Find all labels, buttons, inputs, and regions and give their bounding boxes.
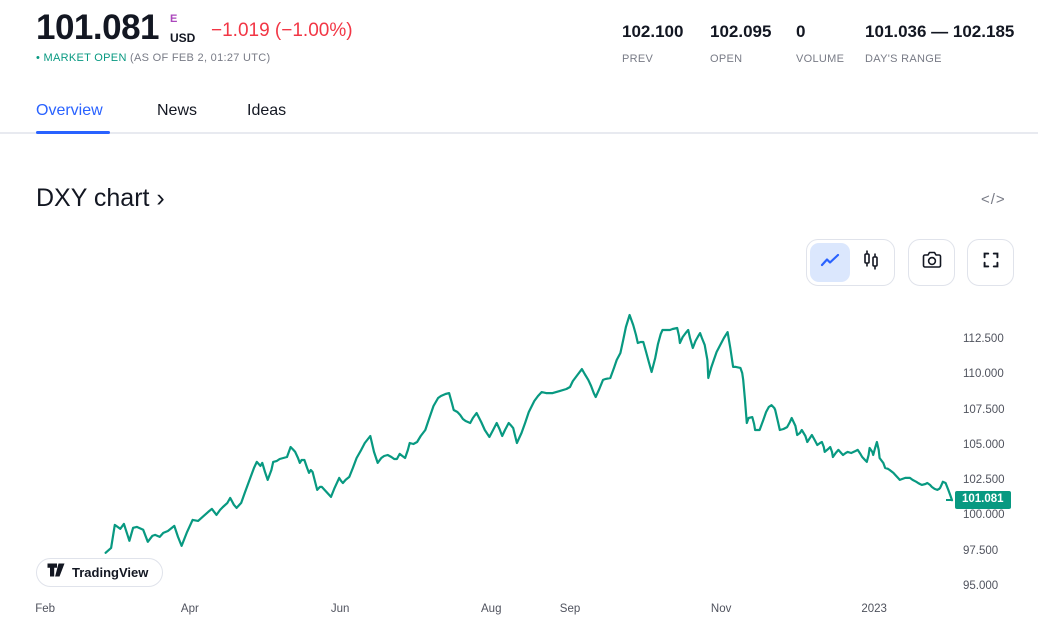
- market-flag-icon: E: [170, 13, 178, 25]
- as-of-timestamp: (AS OF FEB 2, 01:27 UTC): [130, 52, 271, 64]
- y-tick-label: 100.000: [963, 509, 1005, 522]
- x-tick-label: Nov: [710, 603, 732, 615]
- screenshot-button[interactable]: [908, 239, 955, 286]
- stat-volume-label: VOLUME: [796, 53, 845, 65]
- market-open-bullet-icon: •: [36, 52, 41, 64]
- active-tab-underline: [36, 131, 110, 134]
- stat-open: 102.095 OPEN: [710, 22, 771, 65]
- stat-volume: 0 VOLUME: [796, 22, 844, 65]
- x-tick-label: Apr: [180, 603, 199, 615]
- last-price-badge: 101.081: [955, 491, 1011, 510]
- price-change: −1.019 (−1.00%): [211, 20, 353, 41]
- x-tick-label: Jun: [330, 603, 350, 615]
- stat-days-range: 101.036 — 102.185 DAY'S RANGE: [865, 22, 1014, 65]
- line-chart-button[interactable]: [810, 243, 850, 282]
- y-tick-label: 97.500: [963, 544, 999, 557]
- stat-days-range-label: DAY'S RANGE: [865, 53, 942, 65]
- camera-icon: [920, 248, 944, 277]
- stat-prev-value: 102.100: [622, 22, 684, 41]
- tradingview-brand-label: TradingView: [72, 565, 149, 580]
- tradingview-logo-icon: [47, 563, 65, 582]
- y-tick-label: 95.000: [963, 579, 999, 592]
- y-tick-label: 107.500: [963, 403, 1005, 416]
- price-tick-dash: [946, 499, 952, 502]
- price-currency: USD: [170, 31, 196, 45]
- page-title[interactable]: DXY chart ›: [36, 184, 165, 212]
- market-status-row: • MARKET OPEN (AS OF FEB 2, 01:27 UTC): [36, 52, 271, 64]
- tab-ideas[interactable]: Ideas: [247, 102, 287, 119]
- last-price-marker: 101.081: [946, 491, 1011, 510]
- stat-prev-label: PREV: [622, 53, 654, 65]
- tab-overview[interactable]: Overview: [36, 102, 103, 119]
- x-tick-label: 2023: [861, 603, 887, 615]
- symbol-price: 101.081: [36, 8, 160, 47]
- y-tick-label: 110.000: [963, 368, 1004, 381]
- x-tick-label: Aug: [481, 603, 502, 615]
- fullscreen-button[interactable]: [967, 239, 1014, 286]
- tab-bar: Overview News Ideas: [0, 96, 1038, 134]
- tab-news[interactable]: News: [157, 102, 198, 119]
- stat-prev: 102.100 PREV: [622, 22, 683, 65]
- y-tick-label: 112.500: [963, 333, 1004, 345]
- stat-open-value: 102.095: [710, 22, 772, 41]
- tradingview-attribution[interactable]: TradingView: [36, 558, 164, 587]
- y-tick-label: 102.500: [963, 474, 1005, 487]
- stat-open-label: OPEN: [710, 53, 743, 65]
- chart-type-toggle: [806, 239, 895, 286]
- stat-days-range-value: 101.036 — 102.185: [865, 22, 1015, 41]
- fullscreen-icon: [980, 249, 1002, 276]
- candlestick-chart-button[interactable]: [852, 243, 892, 282]
- embed-code-icon[interactable]: </>: [981, 191, 1006, 208]
- price-line-path: [104, 313, 954, 554]
- x-tick-label: Feb: [35, 603, 56, 615]
- market-status: MARKET OPEN: [43, 52, 127, 64]
- y-tick-label: 105.000: [963, 438, 1005, 451]
- stat-volume-value: 0: [796, 22, 806, 41]
- line-chart-icon: [819, 250, 841, 275]
- x-tick-label: Sep: [559, 603, 581, 615]
- candlestick-icon: [859, 248, 883, 277]
